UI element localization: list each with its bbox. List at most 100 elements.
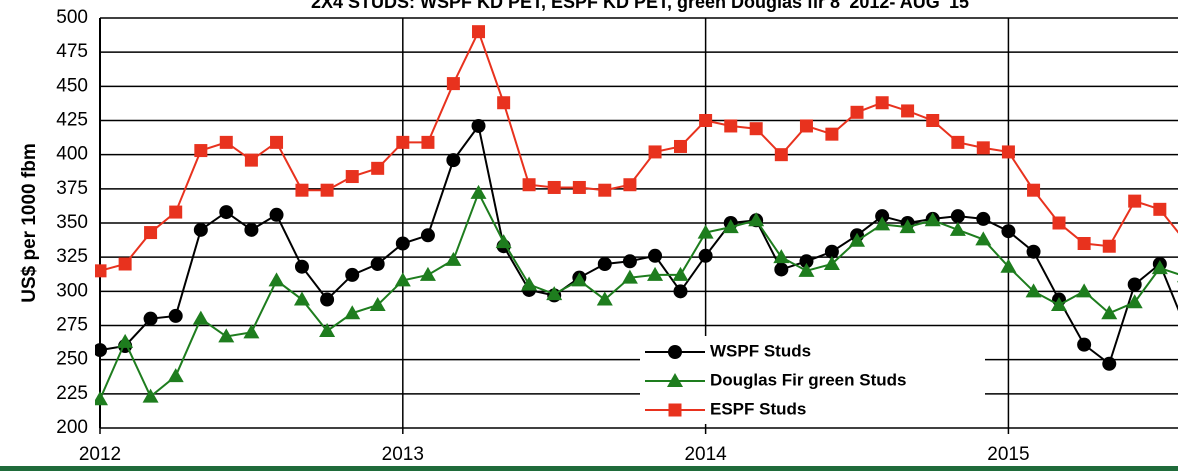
marker <box>647 266 664 281</box>
series-line <box>99 29 1178 272</box>
y-tick-label: 225 <box>56 383 88 404</box>
marker <box>667 373 683 387</box>
legend-label: ESPF Studs <box>710 399 806 418</box>
marker <box>95 391 108 406</box>
marker <box>1027 183 1041 197</box>
marker <box>295 183 309 197</box>
marker <box>497 96 511 110</box>
marker <box>394 272 411 287</box>
y-tick-label: 325 <box>56 246 88 267</box>
marker <box>470 184 487 199</box>
marker <box>1102 239 1116 253</box>
marker <box>522 178 536 192</box>
marker <box>673 284 688 299</box>
marker <box>243 324 260 339</box>
marker <box>722 219 739 234</box>
x-tick-label: 2013 <box>382 444 424 465</box>
marker <box>192 310 209 325</box>
marker <box>1101 305 1118 320</box>
marker <box>1050 297 1067 311</box>
marker <box>875 209 890 224</box>
marker <box>547 180 561 194</box>
marker <box>874 216 891 231</box>
y-tick-label: 275 <box>56 315 88 336</box>
marker <box>1077 237 1091 250</box>
marker <box>345 267 360 282</box>
marker <box>698 248 713 263</box>
marker <box>976 211 991 226</box>
y-tick-label: 200 <box>56 417 88 438</box>
marker <box>774 262 789 277</box>
marker <box>419 266 436 281</box>
marker <box>949 221 966 236</box>
marker <box>1076 283 1093 298</box>
marker <box>167 368 184 383</box>
marker <box>244 222 259 237</box>
x-tick-label: 2012 <box>79 444 121 465</box>
y-tick-label: 400 <box>56 144 88 165</box>
marker <box>697 224 714 239</box>
marker <box>446 153 461 168</box>
marker <box>421 135 435 149</box>
marker <box>823 256 840 270</box>
marker <box>668 403 682 417</box>
marker <box>344 305 361 320</box>
marker <box>850 105 864 119</box>
marker <box>623 178 637 192</box>
marker <box>622 254 637 269</box>
y-tick-label: 450 <box>56 75 88 96</box>
marker <box>571 272 588 287</box>
marker <box>495 234 512 249</box>
marker <box>668 345 682 359</box>
marker <box>1025 283 1042 298</box>
marker <box>773 249 790 264</box>
marker <box>849 232 866 247</box>
marker <box>673 139 687 153</box>
marker <box>471 118 486 133</box>
marker <box>218 328 235 343</box>
marker <box>1077 337 1092 352</box>
marker <box>244 153 258 167</box>
marker <box>521 276 538 291</box>
marker <box>143 311 158 326</box>
y-axis-label: US$ per 1000 fbm <box>19 143 40 302</box>
marker <box>169 205 183 219</box>
marker <box>951 135 965 149</box>
marker <box>472 25 486 39</box>
y-tick-label: 500 <box>56 7 88 28</box>
marker <box>294 259 309 274</box>
marker <box>446 77 460 91</box>
marker <box>748 212 765 227</box>
marker <box>546 286 563 301</box>
marker <box>1128 194 1142 208</box>
marker <box>117 333 134 348</box>
marker <box>824 244 839 259</box>
marker <box>319 322 336 337</box>
marker <box>875 96 889 110</box>
marker <box>572 180 586 194</box>
marker <box>1026 244 1041 259</box>
y-tick-label: 350 <box>56 212 88 233</box>
marker <box>194 144 208 158</box>
marker <box>371 161 385 175</box>
marker <box>144 226 158 240</box>
marker <box>799 254 814 269</box>
marker <box>724 119 738 133</box>
x-tick-label: 2015 <box>987 444 1029 465</box>
y-tick-label: 300 <box>56 280 88 301</box>
series-line <box>99 123 1178 366</box>
y-tick-label: 375 <box>56 178 88 199</box>
marker <box>320 292 335 307</box>
marker <box>118 257 132 271</box>
marker <box>597 257 612 271</box>
marker <box>976 141 990 155</box>
marker <box>1153 202 1167 216</box>
marker <box>749 122 763 136</box>
marker <box>95 264 107 278</box>
footer-bar <box>0 466 1178 471</box>
marker <box>445 251 462 266</box>
marker <box>345 170 359 184</box>
y-tick-label: 425 <box>56 110 88 131</box>
x-tick-label: 2014 <box>684 444 727 465</box>
